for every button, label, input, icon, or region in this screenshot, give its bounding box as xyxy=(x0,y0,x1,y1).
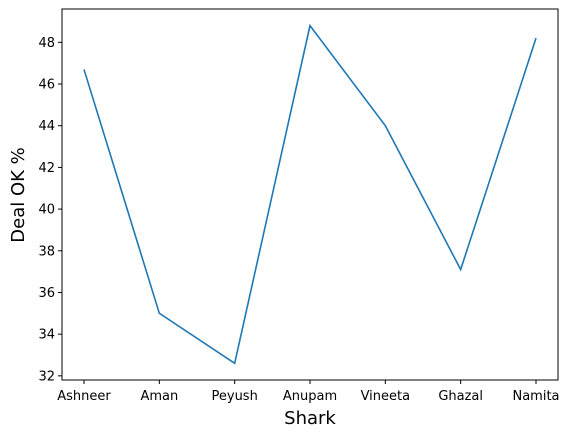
y-tick-label: 36 xyxy=(38,286,55,301)
y-tick-label: 38 xyxy=(38,244,55,259)
y-tick-label: 42 xyxy=(38,161,55,176)
y-tick-label: 44 xyxy=(38,119,55,134)
x-tick-label: Aman xyxy=(140,389,178,404)
x-tick-label: Ghazal xyxy=(438,389,483,404)
plot-area xyxy=(62,9,558,380)
x-tick-label: Ashneer xyxy=(57,389,111,404)
x-tick-label: Namita xyxy=(512,389,559,404)
y-axis: 32 34 36 38 40 42 44 46 48 xyxy=(38,36,62,384)
x-axis: Ashneer Aman Peyush Anupam Vineeta Ghazal Nami… xyxy=(57,380,559,404)
y-tick-label: 34 xyxy=(38,328,55,343)
y-axis-title: Deal OK % xyxy=(8,147,29,242)
x-tick-label: Peyush xyxy=(212,389,258,404)
x-tick-label: Vineeta xyxy=(361,389,411,404)
y-tick-label: 48 xyxy=(38,36,55,51)
x-axis-title: Shark xyxy=(284,408,336,429)
y-tick-label: 46 xyxy=(38,78,55,93)
x-tick-label: Anupam xyxy=(283,389,337,404)
y-tick-label: 40 xyxy=(38,203,55,218)
y-tick-label: 32 xyxy=(38,369,55,384)
